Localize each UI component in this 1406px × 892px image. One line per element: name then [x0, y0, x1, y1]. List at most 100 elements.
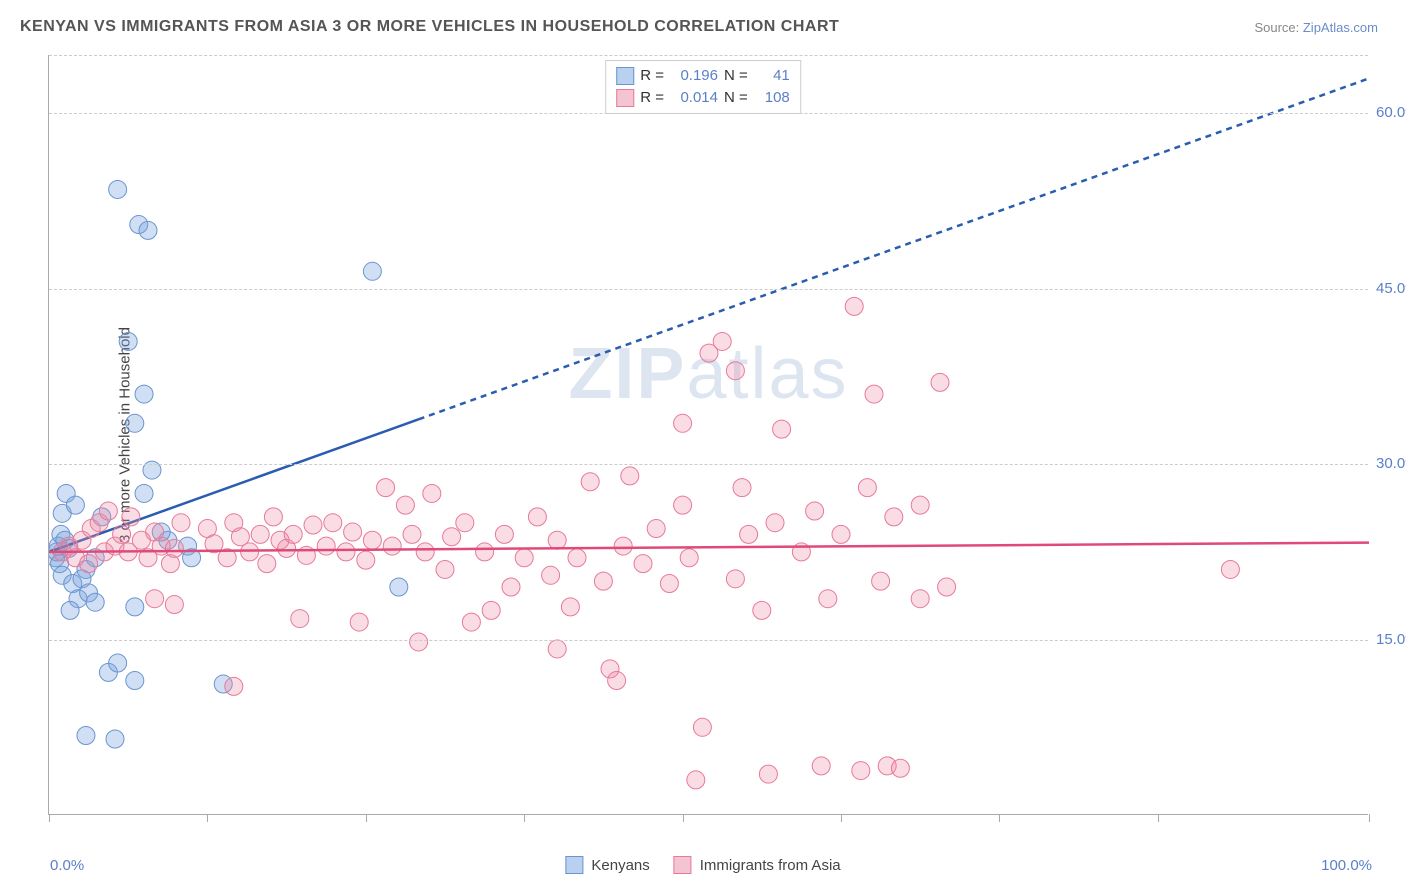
data-point — [410, 633, 428, 651]
data-point — [806, 502, 824, 520]
data-point — [911, 496, 929, 514]
data-point — [674, 496, 692, 514]
legend-swatch — [616, 67, 634, 85]
data-point — [135, 385, 153, 403]
data-point — [674, 414, 692, 432]
data-point — [581, 473, 599, 491]
data-point — [165, 539, 183, 557]
r-value: 0.196 — [670, 65, 718, 87]
data-point — [660, 574, 678, 592]
data-point — [548, 531, 566, 549]
data-point — [680, 549, 698, 567]
x-tick — [366, 814, 367, 822]
data-point — [594, 572, 612, 590]
data-point — [126, 598, 144, 616]
data-point — [495, 525, 513, 543]
n-label: N = — [724, 65, 748, 87]
chart-svg — [49, 55, 1369, 815]
data-point — [812, 757, 830, 775]
data-point — [614, 537, 632, 555]
source-prefix: Source: — [1254, 20, 1302, 35]
data-point — [872, 572, 890, 590]
data-point — [241, 543, 259, 561]
data-point — [344, 523, 362, 541]
correlation-row: R =0.014N =108 — [616, 87, 790, 109]
data-point — [865, 385, 883, 403]
data-point — [726, 570, 744, 588]
x-tick — [524, 814, 525, 822]
data-point — [317, 537, 335, 555]
data-point — [77, 726, 95, 744]
x-tick — [1369, 814, 1370, 822]
data-point — [885, 508, 903, 526]
source-attribution: Source: ZipAtlas.com — [1254, 20, 1378, 35]
bottom-legend: KenyansImmigrants from Asia — [565, 856, 840, 874]
data-point — [456, 514, 474, 532]
data-point — [568, 549, 586, 567]
x-tick — [1158, 814, 1159, 822]
gridline — [49, 289, 1368, 290]
data-point — [139, 221, 157, 239]
data-point — [363, 262, 381, 280]
trend-line-dashed — [419, 78, 1369, 419]
data-point — [687, 771, 705, 789]
data-point — [845, 297, 863, 315]
legend-swatch — [565, 856, 583, 874]
data-point — [819, 590, 837, 608]
data-point — [146, 590, 164, 608]
data-point — [251, 525, 269, 543]
source-link[interactable]: ZipAtlas.com — [1303, 20, 1378, 35]
legend-swatch — [616, 89, 634, 107]
data-point — [713, 332, 731, 350]
data-point — [225, 677, 243, 695]
gridline — [49, 640, 1368, 641]
x-tick — [841, 814, 842, 822]
data-point — [766, 514, 784, 532]
data-point — [337, 543, 355, 561]
data-point — [726, 362, 744, 380]
gridline — [49, 464, 1368, 465]
data-point — [304, 516, 322, 534]
data-point — [86, 593, 104, 611]
data-point — [423, 484, 441, 502]
data-point — [80, 555, 98, 573]
data-point — [106, 730, 124, 748]
n-value: 108 — [754, 87, 790, 109]
y-tick-label: 45.0% — [1376, 280, 1406, 297]
data-point — [621, 467, 639, 485]
data-point — [482, 601, 500, 619]
data-point — [502, 578, 520, 596]
x-axis-min-label: 0.0% — [50, 857, 84, 874]
y-tick-label: 60.0% — [1376, 104, 1406, 121]
x-tick — [683, 814, 684, 822]
data-point — [377, 479, 395, 497]
data-point — [462, 613, 480, 631]
n-label: N = — [724, 87, 748, 109]
chart-title: KENYAN VS IMMIGRANTS FROM ASIA 3 OR MORE… — [20, 18, 839, 36]
correlation-row: R =0.196N =41 — [616, 65, 790, 87]
data-point — [396, 496, 414, 514]
data-point — [759, 765, 777, 783]
chart-container: KENYAN VS IMMIGRANTS FROM ASIA 3 OR MORE… — [0, 0, 1406, 892]
data-point — [119, 332, 137, 350]
data-point — [753, 601, 771, 619]
data-point — [403, 525, 421, 543]
data-point — [548, 640, 566, 658]
data-point — [608, 672, 626, 690]
x-axis-max-label: 100.0% — [1321, 857, 1372, 874]
data-point — [291, 610, 309, 628]
data-point — [99, 502, 117, 520]
data-point — [264, 508, 282, 526]
data-point — [324, 514, 342, 532]
data-point — [109, 654, 127, 672]
data-point — [561, 598, 579, 616]
data-point — [476, 543, 494, 561]
data-point — [773, 420, 791, 438]
data-point — [436, 560, 454, 578]
data-point — [515, 549, 533, 567]
legend-label: Kenyans — [591, 857, 649, 874]
r-label: R = — [640, 65, 664, 87]
data-point — [363, 531, 381, 549]
legend-swatch — [674, 856, 692, 874]
plot-area: 3 or more Vehicles in Household ZIPatlas… — [48, 55, 1368, 815]
